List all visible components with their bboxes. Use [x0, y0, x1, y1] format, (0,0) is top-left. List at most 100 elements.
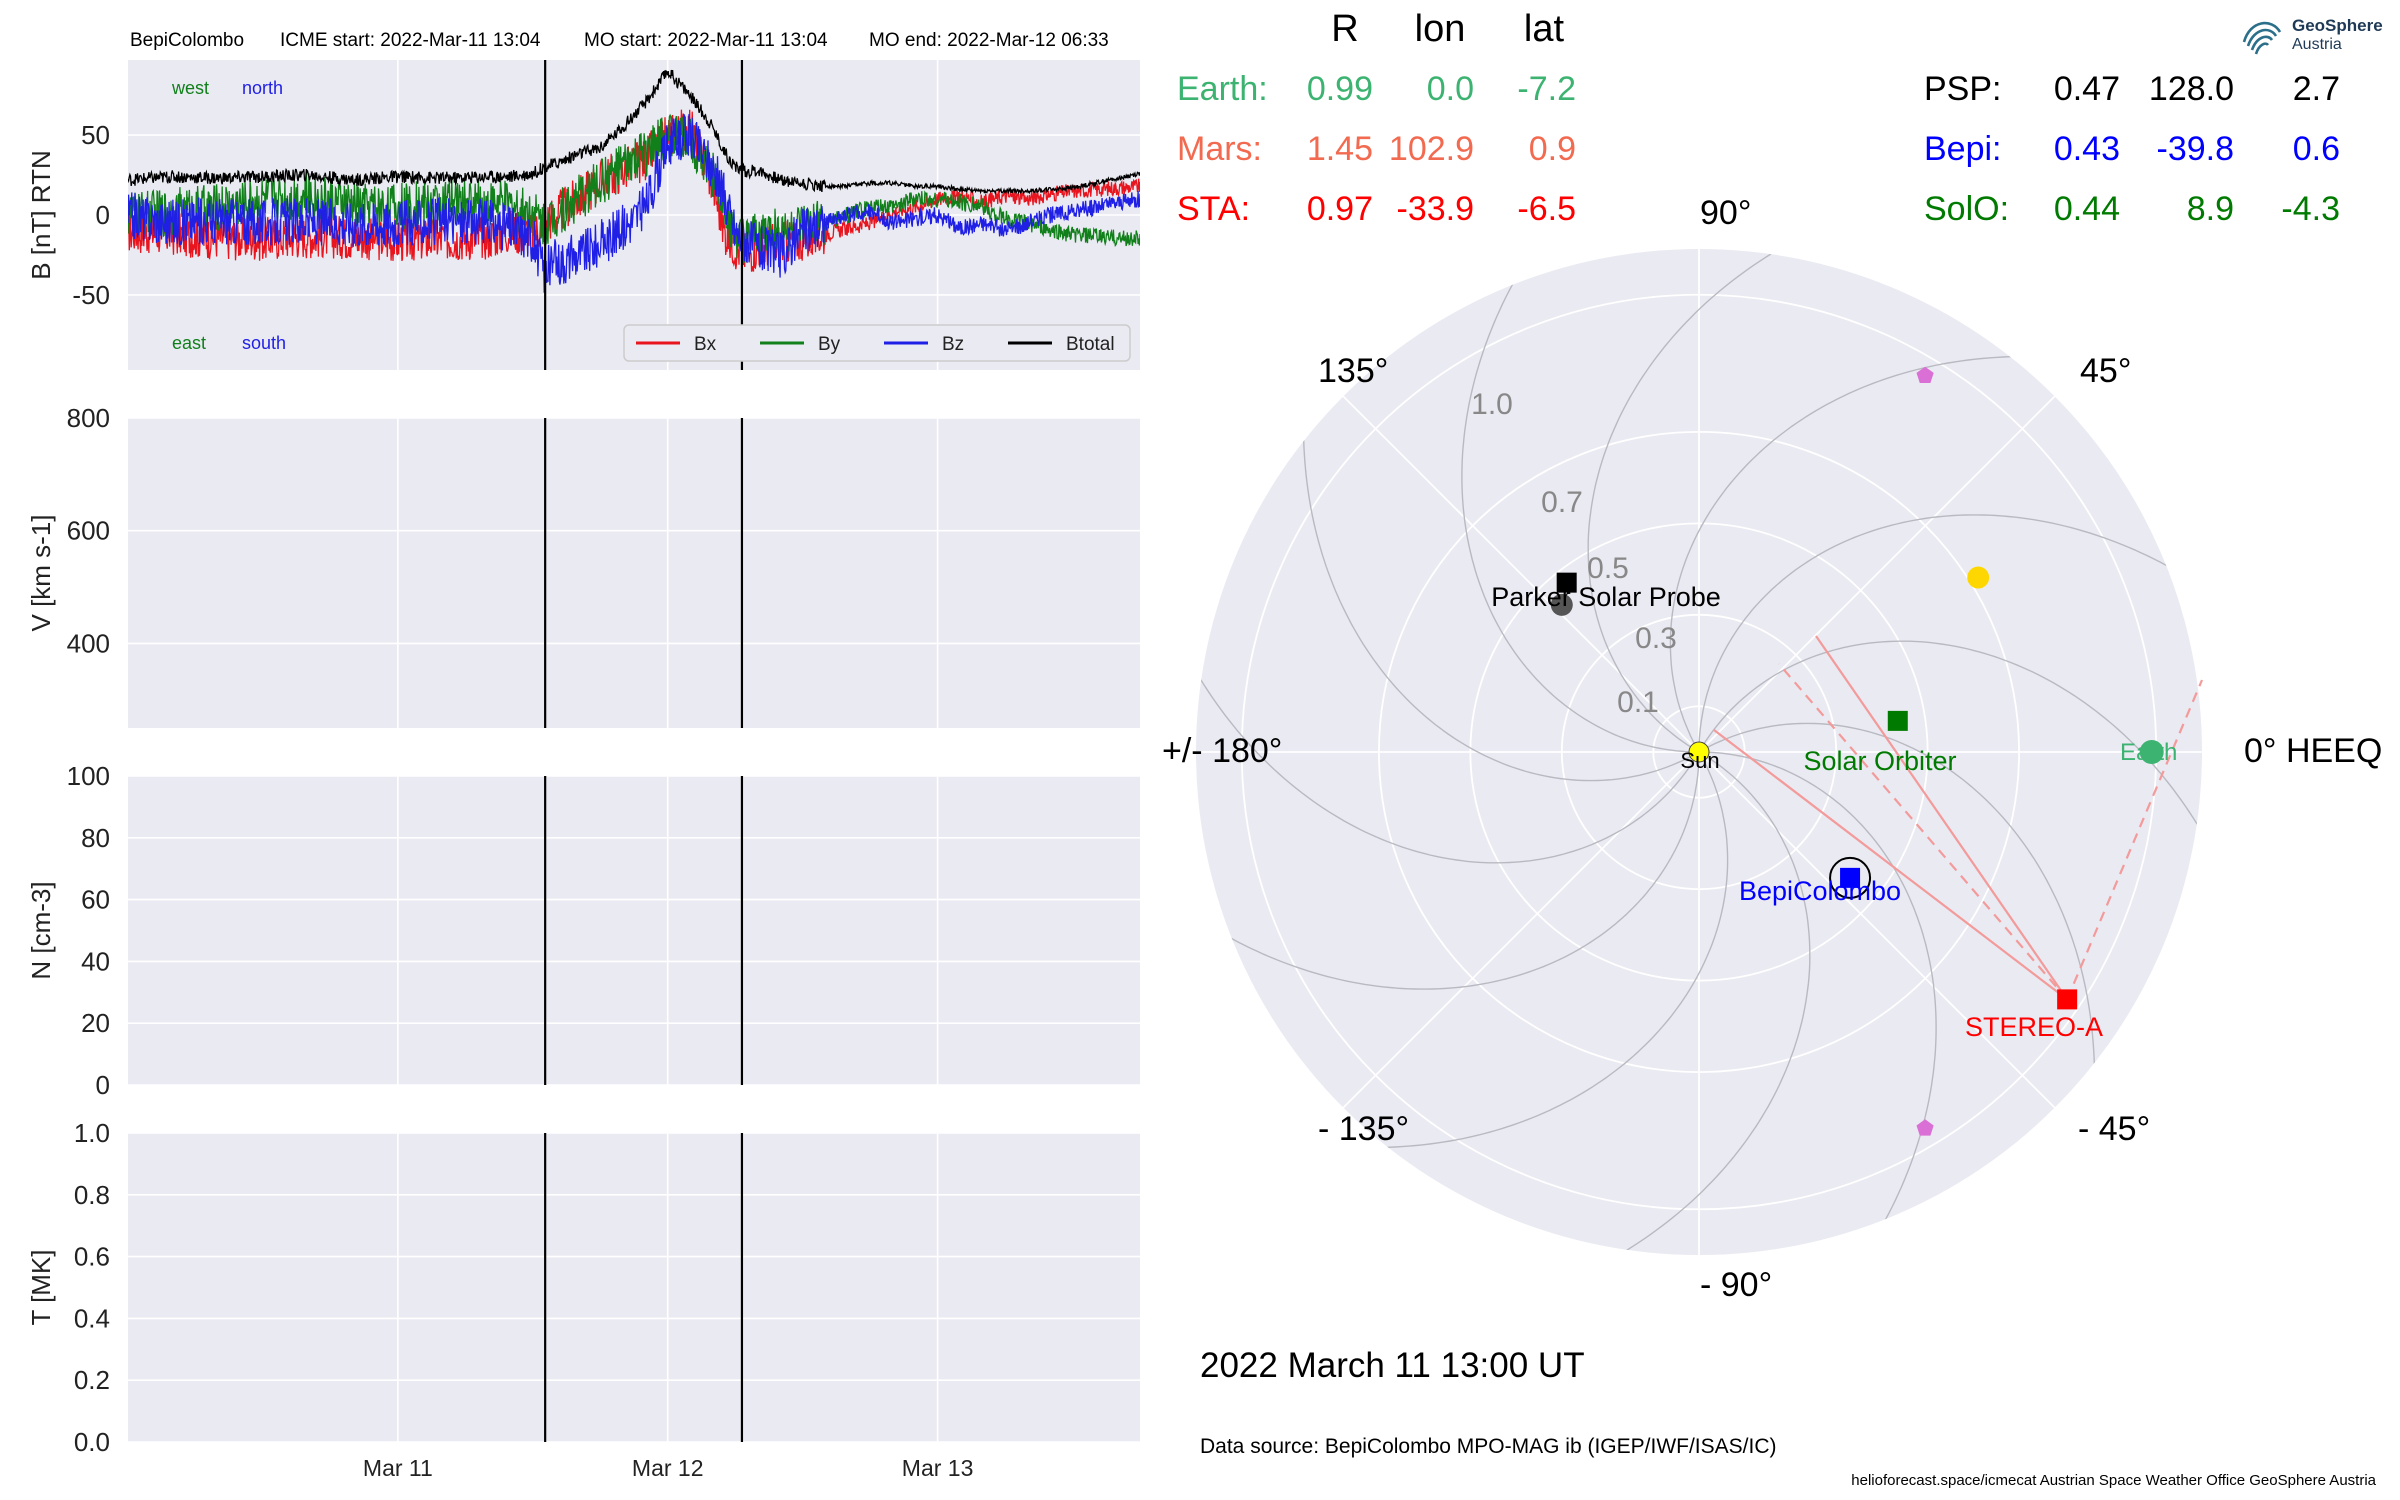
x-tick-label: Mar 11 — [363, 1455, 433, 1481]
angular-gridline — [1342, 395, 1700, 753]
timeseries-panels: -50 0 50 B [nT] RTN west north east south Bx By Bz… — [26, 60, 1140, 1481]
marker-solar-orbiter — [1887, 710, 1908, 731]
marker-pentagon-lower — [1916, 1119, 1934, 1136]
angle-label: 90° — [1700, 194, 1751, 232]
label-sun: Sun — [1680, 748, 1719, 773]
footprint-line-solid — [1815, 635, 2069, 1001]
y-tick-label: 0.8 — [74, 1180, 110, 1210]
y-tick-label: 50 — [81, 120, 110, 150]
y-tick-label: 40 — [81, 946, 110, 976]
y-tick-label: 100 — [67, 761, 110, 791]
table-left-row-0-lat: -7.2 — [1517, 70, 1576, 108]
table-right-row-0-name: PSP: — [1924, 70, 2002, 108]
y-tick-label: 400 — [67, 628, 110, 658]
table-header-lat: lat — [1523, 8, 1565, 50]
legend-box — [623, 324, 1131, 362]
header-mo-end: MO end: 2022-Mar-12 06:33 — [869, 30, 1109, 51]
table-right-row-0-lat: 2.7 — [2292, 70, 2340, 108]
y-tick-label: 80 — [81, 823, 110, 853]
legend-label: By — [818, 334, 841, 355]
y-axis-label: T [MK] — [26, 1249, 56, 1325]
parker-spiral — [1703, 640, 2202, 1058]
y-tick-label: 0.6 — [74, 1242, 110, 1272]
table-left-row-2-R: 0.97 — [1306, 190, 1373, 228]
y-tick-label: 0.0 — [74, 1427, 110, 1457]
angular-gridline — [1698, 395, 2056, 753]
marker-venus — [1967, 566, 1990, 589]
table-right-row-0-R: 0.47 — [2053, 70, 2120, 108]
label-earth: Earth — [2120, 739, 2177, 766]
radial-tick-label: 0.3 — [1635, 622, 1677, 655]
x-tick-label: Mar 12 — [632, 1455, 704, 1481]
footprint-line-dashed — [1778, 663, 2068, 1001]
panel-magnetic-field: -50 0 50 B [nT] RTN west north east south Bx By Bz… — [26, 60, 1140, 370]
legend-label: Btotal — [1066, 334, 1115, 355]
y-tick-label: 600 — [67, 516, 110, 546]
y-tick-label: -50 — [72, 280, 110, 310]
legend: Bx By Bz Btotal — [623, 324, 1131, 362]
table-right-row-2-lon: 8.9 — [2186, 190, 2234, 228]
marker-earth — [2139, 740, 2164, 764]
radial-tick-label: 0.7 — [1541, 486, 1583, 519]
angle-label: 135° — [1318, 352, 1388, 390]
table-left-row-0-R: 0.99 — [1306, 70, 1373, 108]
parker-spiral — [1196, 761, 1700, 990]
angular-gridline — [1698, 751, 2056, 1109]
angular-gridline — [1342, 751, 1700, 1109]
header-spacecraft: BepiColombo — [130, 30, 245, 51]
footprint-line-dashed — [2066, 679, 2204, 1000]
y-tick-label: 0.2 — [74, 1365, 110, 1395]
y-tick-label: 1.0 — [74, 1118, 110, 1148]
marker-sun — [1688, 741, 1710, 763]
marker-parker-solar-probe — [1556, 572, 1577, 593]
table-left-row-1-lon: 102.9 — [1388, 130, 1474, 168]
footprint-line-solid — [1713, 729, 2068, 1001]
y-tick-label: 20 — [81, 1008, 110, 1038]
table-left-row-2-name: STA: — [1177, 190, 1251, 228]
y-tick-label: 0.4 — [74, 1303, 110, 1333]
footer-credits: helioforecast.space/icmecat Austrian Spa… — [1851, 1472, 2376, 1489]
header-mo-start: MO start: 2022-Mar-11 13:04 — [584, 30, 828, 51]
angle-label: 0° HEEQ — [2244, 732, 2382, 770]
panel-background — [128, 418, 1140, 728]
table-left-row-0-lon: 0.0 — [1426, 70, 1474, 108]
y-tick-label: 0 — [96, 1070, 110, 1100]
annotation-west: west — [171, 78, 209, 98]
table-header-lon: lon — [1414, 8, 1466, 50]
geosphere-logo-icon — [2242, 21, 2282, 55]
table-left-row-0-name: Earth: — [1177, 70, 1268, 108]
panel-speed: 400 600 800 V [km s-1] — [26, 403, 1140, 728]
parker-spiral — [1393, 756, 1811, 1255]
panel-background — [128, 1133, 1140, 1442]
marker-mercury — [1550, 593, 1573, 616]
angle-label: +/- 180° — [1162, 732, 1282, 770]
logo-line1: GeoSphere — [2292, 16, 2383, 35]
radial-tick-label: 1.0 — [1471, 388, 1513, 421]
angle-label: 45° — [2080, 352, 2131, 390]
y-tick-label: 60 — [81, 885, 110, 915]
parker-spiral — [1587, 249, 2005, 748]
y-axis-label: N [cm-3] — [26, 881, 56, 979]
table-right-row-1-R: 0.43 — [2053, 130, 2120, 168]
angle-label: - 90° — [1700, 1266, 1772, 1304]
bepi-ring — [1829, 856, 1872, 899]
table-left-row-1-name: Mars: — [1177, 130, 1262, 168]
y-tick-label: 800 — [67, 403, 110, 433]
parker-spiral — [1461, 249, 1690, 753]
y-axis-label: V [km s-1] — [26, 514, 56, 631]
table-left-row-2-lat: -6.5 — [1517, 190, 1576, 228]
legend-label: Bz — [942, 334, 964, 355]
label-solar-orbiter: Solar Orbiter — [1803, 746, 1956, 776]
polar-position-map: 0.1 0.3 0.50.7 1.0 0° HEEQ 45° 90° 135° +/- 180°… — [1162, 194, 2382, 1304]
marker-bepicolombo — [1840, 867, 1861, 888]
parker-spiral — [1708, 751, 1937, 1255]
legend-label: Bx — [694, 334, 717, 355]
table-right-row-2-R: 0.44 — [2053, 190, 2120, 228]
annotation-east: east — [172, 333, 206, 353]
table-left-row-1-R: 1.45 — [1306, 130, 1373, 168]
parker-spiral — [1196, 446, 1695, 864]
marker-stereo-a — [2057, 989, 2078, 1010]
table-right-row-1-lon: -39.8 — [2156, 130, 2235, 168]
y-tick-label: 0 — [96, 200, 110, 230]
